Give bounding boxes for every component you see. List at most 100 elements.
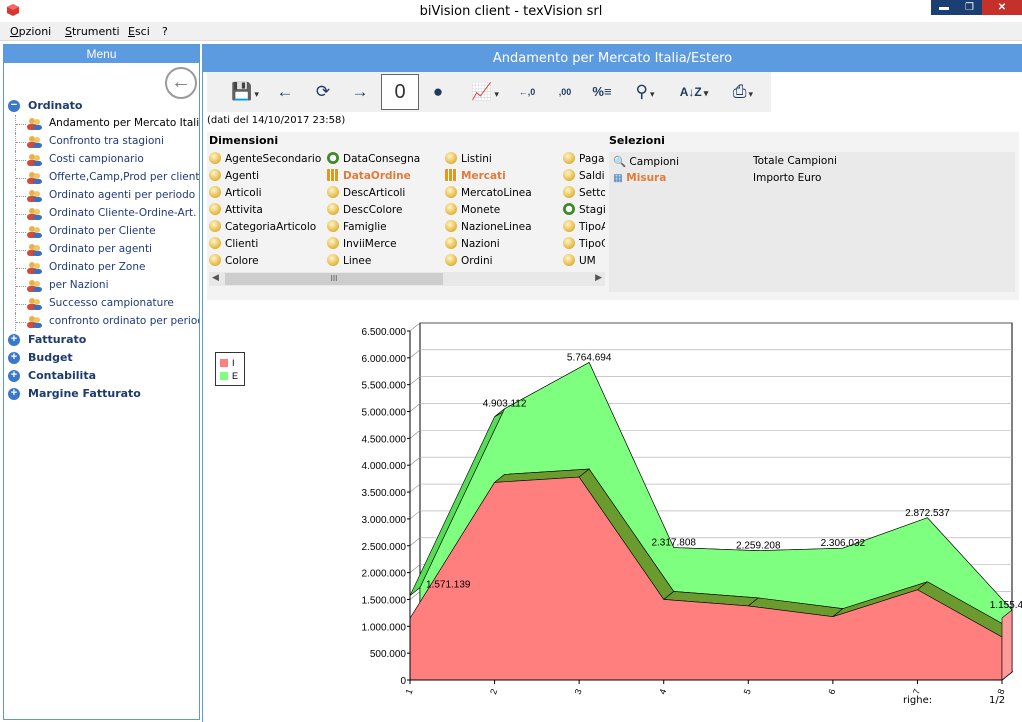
menu-opzioni[interactable]: Opzioni bbox=[10, 25, 52, 38]
gridline-diag bbox=[409, 510, 421, 520]
dimension-item[interactable]: DescColore bbox=[327, 203, 402, 220]
close-button[interactable]: ✕ bbox=[982, 0, 1022, 15]
dimension-item[interactable]: Famiglie bbox=[327, 220, 387, 237]
menu-strumenti[interactable]: Strumenti bbox=[65, 25, 120, 38]
dimension-item[interactable]: Agenti bbox=[209, 169, 259, 186]
dimension-item[interactable]: DescArticoli bbox=[327, 186, 405, 203]
dimension-item[interactable]: Colore bbox=[209, 254, 259, 271]
sidebar-item[interactable]: Ordinato agenti per periodo bbox=[4, 187, 199, 205]
dimension-item[interactable]: Clienti bbox=[209, 237, 258, 254]
sidebar-menu: Menu ← − Ordinato Andamento per Mercato … bbox=[3, 44, 200, 720]
y-tick-label: 6.500.000 bbox=[362, 327, 407, 338]
gridline-diag bbox=[409, 456, 421, 466]
sidebar-item-label: Ordinato per agenti bbox=[49, 243, 152, 255]
dimension-icon bbox=[209, 220, 221, 232]
dimension-item[interactable]: Linee bbox=[327, 254, 371, 271]
sidebar-item[interactable]: Ordinato per agenti bbox=[4, 241, 199, 259]
expand-icon[interactable]: + bbox=[8, 370, 20, 382]
sort-az-icon[interactable]: A↓Z bbox=[672, 80, 716, 104]
tree-group-margine-fatturato[interactable]: + Margine Fatturato bbox=[4, 385, 199, 403]
print-icon[interactable]: ⎙ bbox=[723, 80, 763, 104]
dimension-item[interactable]: Saldi bbox=[563, 169, 605, 186]
save-icon[interactable]: 💾 bbox=[225, 80, 265, 104]
user-icon[interactable]: ● bbox=[432, 82, 444, 101]
dimension-icon bbox=[445, 254, 457, 266]
users-icon bbox=[27, 118, 42, 130]
refresh-icon[interactable]: ⟳ bbox=[315, 82, 331, 101]
dimension-item[interactable]: Stagi bbox=[563, 203, 605, 220]
magnifier-icon: 🔍 bbox=[613, 156, 627, 168]
horizontal-scrollbar[interactable]: ◀ III ▶ bbox=[209, 272, 605, 286]
expand-icon[interactable]: + bbox=[8, 388, 20, 400]
counter-box[interactable]: 0 bbox=[381, 74, 419, 110]
data-label: 1.571.139 bbox=[426, 580, 471, 591]
tree-line bbox=[15, 115, 27, 133]
decimals-add-icon[interactable]: ←,0 bbox=[518, 87, 536, 97]
sidebar-item[interactable]: Andamento per Mercato Italia/E bbox=[4, 115, 199, 133]
dimension-item[interactable]: UM bbox=[563, 254, 596, 271]
dimension-item[interactable]: DataConsegna bbox=[327, 152, 420, 169]
expand-icon[interactable]: + bbox=[8, 352, 20, 364]
dimension-item[interactable]: NazioneLinea bbox=[445, 220, 532, 237]
menu-help[interactable]: ? bbox=[162, 25, 168, 38]
dimension-item[interactable]: Ordini bbox=[445, 254, 493, 271]
dimension-item[interactable]: TipoC bbox=[563, 237, 605, 254]
sidebar-item[interactable]: Successo campionature bbox=[4, 295, 199, 313]
dimension-item[interactable]: Listini bbox=[445, 152, 492, 169]
sidebar-item[interactable]: Ordinato per Cliente bbox=[4, 223, 199, 241]
sidebar-item[interactable]: Offerte,Camp,Prod per cliente bbox=[4, 169, 199, 187]
minimize-button[interactable]: ▬ bbox=[931, 0, 957, 15]
users-icon bbox=[27, 298, 42, 310]
sidebar-item[interactable]: Ordinato per Zone bbox=[4, 259, 199, 277]
dimension-item[interactable]: Articoli bbox=[209, 186, 262, 203]
dimension-item[interactable]: Paga bbox=[563, 152, 604, 169]
dimension-item[interactable]: InviiMerce bbox=[327, 237, 397, 254]
area-side bbox=[1001, 609, 1013, 681]
filter-icon[interactable]: ⚲ bbox=[625, 80, 665, 104]
chart-icon[interactable]: 📈 bbox=[465, 80, 505, 104]
scroll-right-icon[interactable]: ▶ bbox=[595, 272, 602, 282]
scroll-thumb[interactable]: III bbox=[225, 273, 443, 285]
sidebar-item[interactable]: Costi campionario bbox=[4, 151, 199, 169]
sidebar-item[interactable]: Ordinato Cliente-Ordine-Art. bbox=[4, 205, 199, 223]
tree-group-ordinato[interactable]: − Ordinato bbox=[4, 97, 199, 115]
dimension-item[interactable]: MercatoLinea bbox=[445, 186, 532, 203]
dimension-icon bbox=[445, 152, 457, 164]
dimension-item[interactable]: DataOrdine bbox=[327, 169, 411, 186]
selection-row-campioni[interactable]: 🔍 Campioni Totale Campioni bbox=[613, 155, 837, 172]
dimension-label: Listini bbox=[461, 153, 492, 165]
selection-row-misura[interactable]: ▦ Misura Importo Euro bbox=[613, 172, 821, 189]
tree-group-budget[interactable]: + Budget bbox=[4, 349, 199, 367]
dimension-item[interactable]: Mercati bbox=[445, 169, 506, 186]
scroll-left-icon[interactable]: ◀ bbox=[212, 272, 219, 282]
expand-icon[interactable]: + bbox=[8, 334, 20, 346]
collapse-icon[interactable]: − bbox=[8, 100, 20, 112]
sidebar-item[interactable]: per Nazioni bbox=[4, 277, 199, 295]
gridline-diag bbox=[409, 591, 421, 600]
arrow-left-circle-icon[interactable]: ← bbox=[165, 67, 197, 99]
sidebar-item[interactable]: confronto ordinato per periodo bbox=[4, 313, 199, 331]
users-icon bbox=[27, 136, 42, 148]
dimension-item[interactable]: Monete bbox=[445, 203, 500, 220]
forward-arrow-icon[interactable]: → bbox=[351, 82, 369, 101]
tree-group-contabilita[interactable]: + Contabilita bbox=[4, 367, 199, 385]
menu-esci[interactable]: Esci bbox=[128, 25, 150, 38]
report-title: Andamento per Mercato Italia/Estero bbox=[203, 44, 1022, 72]
y-tick-label: 500.000 bbox=[370, 649, 407, 660]
maximize-button[interactable]: ❐ bbox=[957, 0, 982, 15]
tree-group-fatturato[interactable]: + Fatturato bbox=[4, 331, 199, 349]
dimension-item[interactable]: Setto bbox=[563, 186, 605, 203]
dimension-item[interactable]: CategoriaArticolo bbox=[209, 220, 316, 237]
dimension-label: Ordini bbox=[461, 255, 493, 267]
dimension-item[interactable]: Attivita bbox=[209, 203, 263, 220]
legend-label: E bbox=[232, 371, 239, 381]
decimals-remove-icon[interactable]: ,00 bbox=[558, 87, 572, 97]
dimension-item[interactable]: AgenteSecondario bbox=[209, 152, 321, 169]
dimension-item[interactable]: Nazioni bbox=[445, 237, 500, 254]
dimension-label: Attivita bbox=[225, 204, 263, 216]
back-arrow-icon[interactable]: ← bbox=[276, 82, 294, 101]
dimension-item[interactable]: TipoA bbox=[563, 220, 605, 237]
dimension-label: Colore bbox=[225, 255, 259, 267]
percent-icon[interactable]: %≡ bbox=[592, 84, 612, 99]
sidebar-item[interactable]: Confronto tra stagioni bbox=[4, 133, 199, 151]
